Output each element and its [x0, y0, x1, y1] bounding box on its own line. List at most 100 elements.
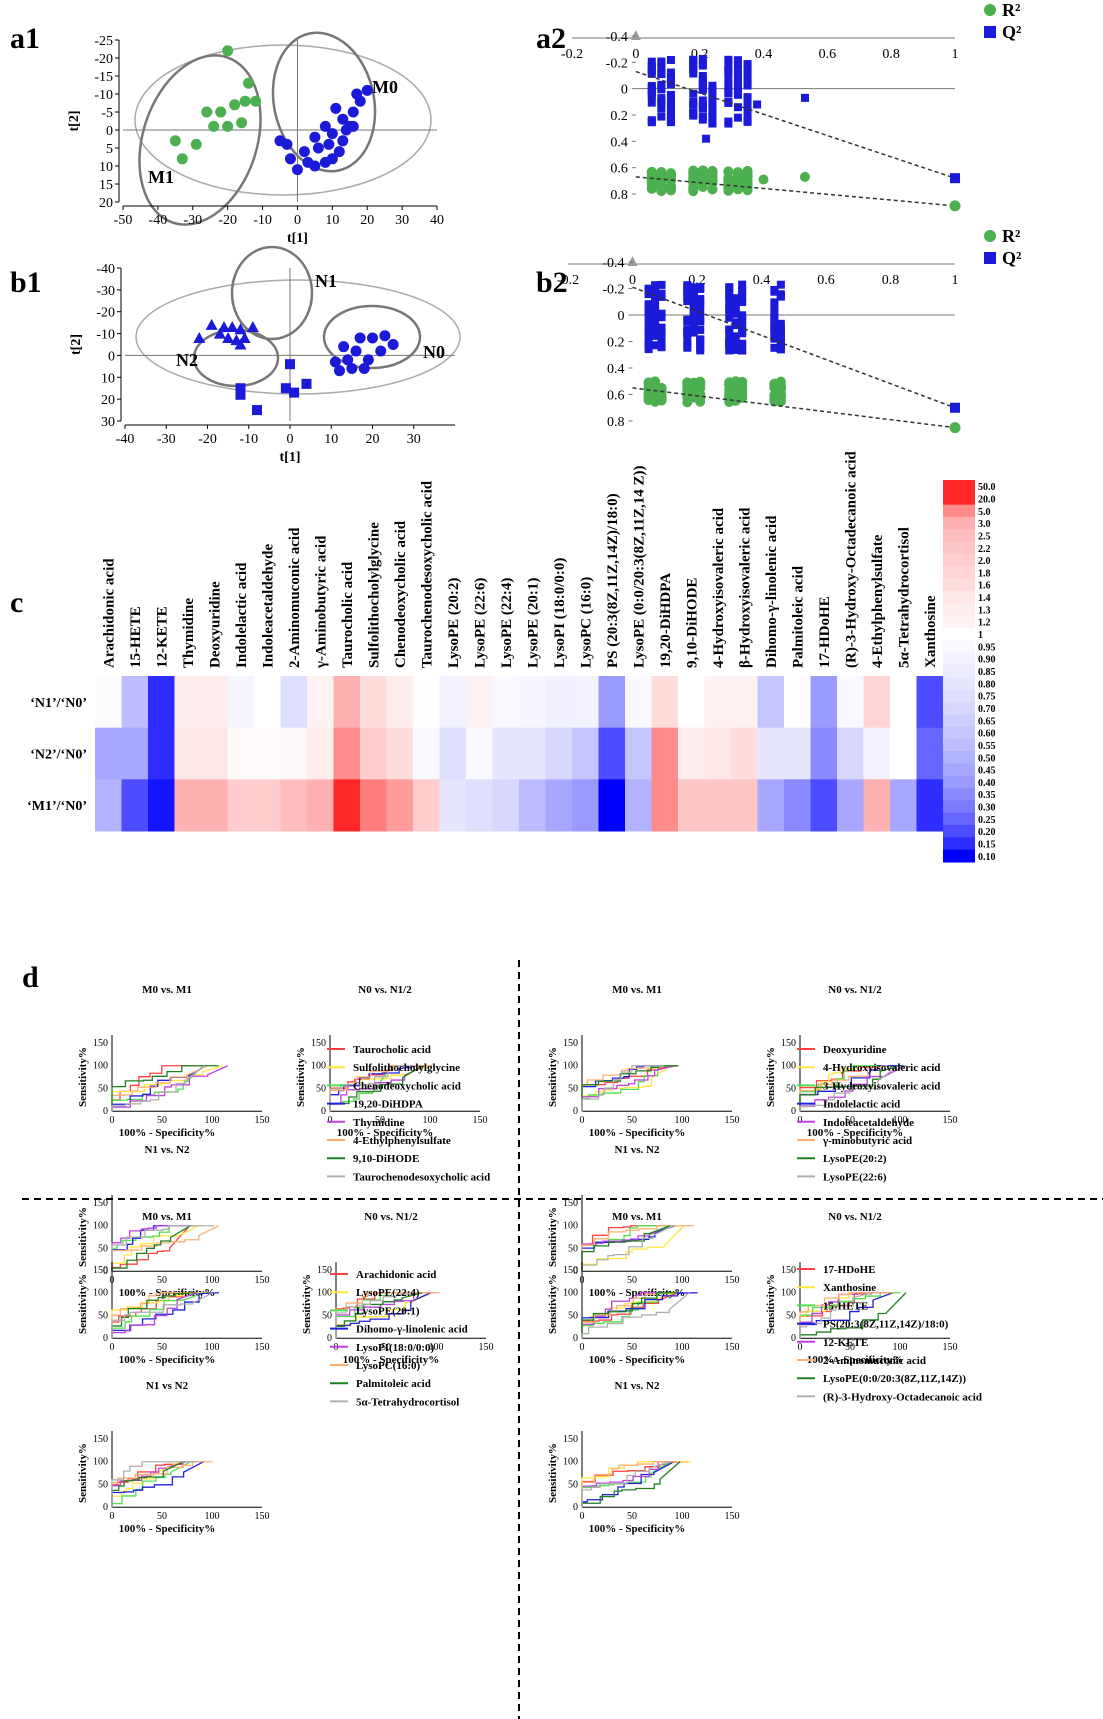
- roc-title: M0 vs. M1: [142, 984, 192, 996]
- b2-q2-point: [738, 280, 747, 289]
- roc-ylabel: Sensitivity%: [77, 1274, 89, 1334]
- colorbar-segment: [943, 640, 975, 654]
- roc-y-tick-label: 150: [563, 1434, 578, 1445]
- b1-y-tick-label: 0: [108, 349, 115, 364]
- a1-y-tick-label: 5: [106, 142, 113, 157]
- heatmap-row-label: ‘N1’/‘N0’: [30, 696, 87, 711]
- a2-q2-point: [666, 55, 675, 64]
- colorbar-tick-label: 0.25: [978, 815, 996, 826]
- a1-ellipse: [271, 31, 377, 173]
- colorbar-tick-label: 0.95: [978, 642, 996, 653]
- roc-x-tick-label: 50: [627, 1342, 637, 1353]
- b2-x-tick-label: -0.2: [557, 273, 579, 288]
- b2-q2-point: [776, 319, 785, 328]
- roc-xlabel: 100% - Specificity%: [807, 1127, 904, 1139]
- b2-q2-point: [770, 313, 779, 322]
- heatmap-column-label: LysoPE (22:4): [499, 578, 515, 668]
- a2-q2-point: [743, 64, 752, 73]
- a2-q2-point: [689, 59, 698, 68]
- roc-curve: [581, 1225, 670, 1272]
- b2-r2-point: [650, 377, 661, 388]
- roc-legend-label: Thymidine: [353, 1117, 404, 1129]
- roc-curve: [799, 1065, 899, 1112]
- a1-point: [351, 88, 363, 100]
- roc-y-tick-label: 50: [98, 1479, 108, 1490]
- a2-q2-point: [724, 79, 733, 88]
- a2-q2-point: [689, 63, 698, 72]
- roc-curve: [111, 1292, 182, 1339]
- b1-point: [235, 389, 246, 400]
- roc-y-tick-label: 0: [573, 1502, 578, 1513]
- b1-point: [301, 378, 312, 389]
- b1-point: [234, 338, 247, 350]
- a2-legend-q2: Q²: [1002, 22, 1021, 42]
- a2-q2-point: [657, 104, 666, 113]
- roc-x-tick-label: 150: [255, 1275, 270, 1286]
- b1-point: [213, 327, 226, 339]
- heatmap-cell: [784, 676, 811, 729]
- b2-y-tick-label: 0.6: [607, 389, 625, 404]
- roc-curve: [111, 1225, 220, 1272]
- a2-q2-point: [647, 117, 656, 126]
- a1-point: [250, 95, 262, 107]
- heatmap-column-label: Indoleacetaldehyde: [260, 543, 276, 668]
- roc-legend-label: 17-HDoHE: [823, 1264, 876, 1276]
- heatmap-cell: [386, 779, 414, 832]
- b1-point: [222, 331, 235, 343]
- roc-x-tick-label: 0: [580, 1342, 585, 1353]
- heatmap-cell: [731, 676, 758, 729]
- heatmap-cell: [95, 727, 122, 780]
- heatmap-cell: [651, 676, 679, 729]
- heatmap-column-label: Chenodeoxycholic acid: [393, 520, 409, 668]
- colorbar-tick-label: 0.45: [978, 766, 996, 777]
- heatmap-row-label: ‘N2’/‘N0’: [30, 748, 87, 763]
- heatmap-cell: [201, 779, 228, 832]
- b1-point: [346, 363, 358, 375]
- roc-ylabel: Sensitivity%: [77, 1047, 89, 1107]
- heatmap-cell: [413, 779, 440, 832]
- heatmap-cell: [333, 779, 361, 832]
- b2-q2-point: [644, 320, 653, 329]
- heatmap-cell: [890, 779, 917, 832]
- heatmap-column-label: LysoPC (16:0): [578, 577, 594, 668]
- roc-x-tick-label: 0: [580, 1115, 585, 1126]
- heatmap-cell: [439, 676, 467, 729]
- a2-r2-point: [707, 184, 718, 195]
- a2-legend-r2-marker: [984, 4, 996, 16]
- roc-ylabel: Sensitivity%: [77, 1443, 89, 1503]
- a2-r2-point: [646, 166, 657, 177]
- a1-point: [222, 120, 234, 132]
- a1-point: [344, 120, 356, 132]
- b2-q2-point: [689, 321, 698, 330]
- heatmap-cell: [784, 727, 811, 780]
- roc-xlabel: 100% - Specificity%: [807, 1354, 904, 1366]
- b2-q2-point: [683, 297, 692, 306]
- b1-point: [358, 363, 370, 375]
- roc-y-tick-label: 100: [311, 1061, 326, 1072]
- colorbar-segment: [943, 516, 975, 530]
- roc-y-tick-label: 50: [568, 1243, 578, 1254]
- b2-q2-point: [738, 339, 747, 348]
- roc-curve: [799, 1065, 888, 1112]
- heatmap-cell: [95, 676, 122, 729]
- b1-point: [238, 331, 251, 343]
- b1-point: [193, 331, 206, 343]
- roc-y-tick-label: 50: [786, 1083, 796, 1094]
- b1-ellipse: [230, 245, 314, 341]
- roc-xlabel: 100% - Specificity%: [119, 1354, 216, 1366]
- a1-point: [229, 99, 241, 111]
- a2-y-tick-label: 0.6: [610, 162, 628, 177]
- b2-q2-point: [725, 283, 734, 292]
- roc-y-tick-label: 150: [781, 1038, 796, 1049]
- heatmap-column-label: LysoPI (18:0/0:0): [552, 558, 568, 668]
- heatmap-column-label: LysoPE (0:0/20:3(8Z,11Z,14 Z)): [631, 465, 647, 668]
- heatmap-cell: [227, 676, 255, 729]
- b2-q2-point: [776, 340, 785, 349]
- colorbar-tick-label: 2.0: [978, 556, 991, 567]
- colorbar-segment: [943, 664, 975, 678]
- b1-y-tick-label: 30: [101, 415, 115, 430]
- heatmap-cell: [572, 676, 599, 729]
- colorbar-tick-label: 2.5: [978, 531, 991, 542]
- roc-legend-label: LysoPE(22:4): [356, 1287, 420, 1299]
